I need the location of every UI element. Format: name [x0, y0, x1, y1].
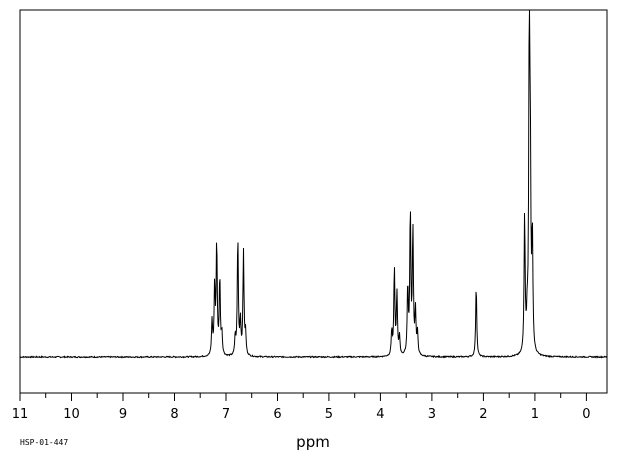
spectrum-code-label: HSP-01-447 — [20, 438, 68, 447]
peak-point — [527, 325, 528, 326]
x-tick-label: 0 — [582, 407, 590, 422]
x-axis-title: ppm — [296, 433, 330, 451]
x-tick-label: 4 — [376, 407, 384, 422]
x-tick-label: 9 — [119, 407, 127, 422]
peak-point — [476, 284, 477, 285]
x-tick-label: 7 — [222, 407, 230, 422]
x-tick-label: 1 — [531, 407, 539, 422]
x-tick-label: 8 — [170, 407, 178, 422]
x-axis-ticks — [19, 393, 587, 401]
x-tick-label: 5 — [325, 407, 333, 422]
spectrum-line — [19, 9, 608, 359]
x-tick-label: 3 — [428, 407, 436, 422]
x-tick-label: 11 — [12, 407, 29, 422]
peak-markers — [212, 46, 533, 339]
x-tick-label: 6 — [273, 407, 281, 422]
peak-point — [237, 236, 238, 237]
x-axis-tick-labels: 11 10 9 8 7 6 5 4 3 2 1 0 — [12, 407, 591, 422]
plot-frame — [19, 9, 608, 394]
x-tick-label: 10 — [63, 407, 80, 422]
peak-point — [219, 277, 220, 278]
x-tick-label: 2 — [479, 407, 487, 422]
